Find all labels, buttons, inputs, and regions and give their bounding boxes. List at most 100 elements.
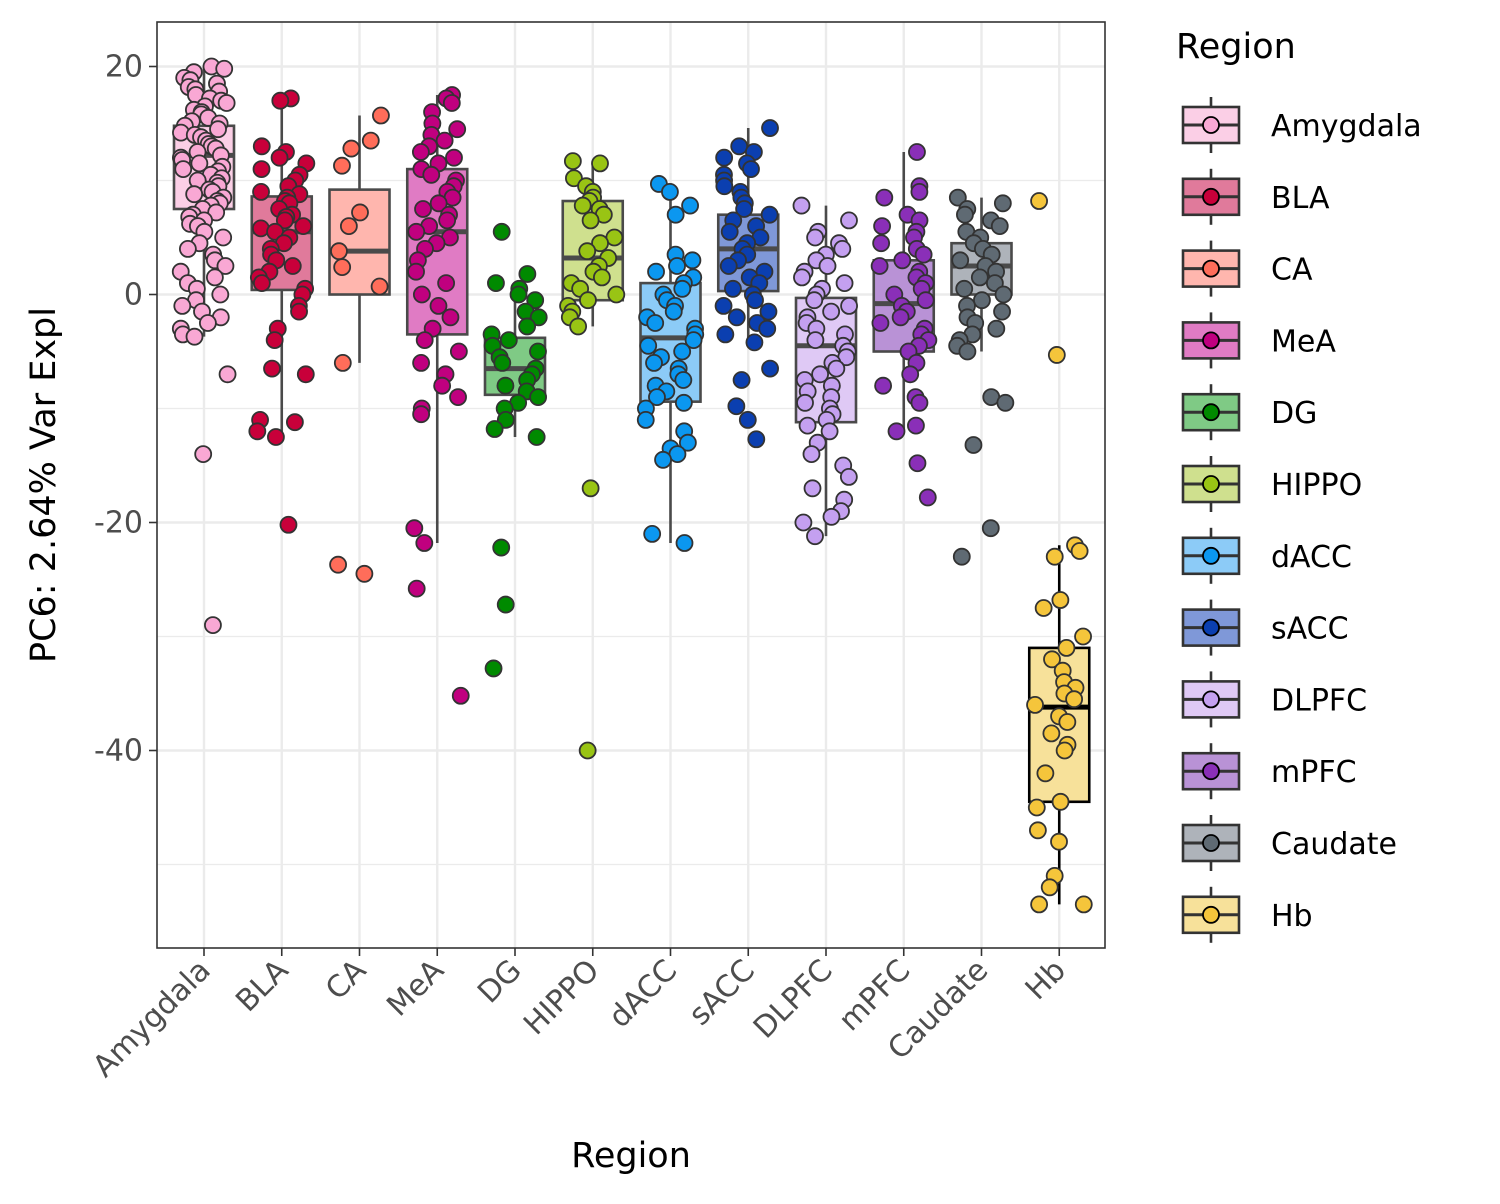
- legend-item-caudate: Caudate: [1181, 815, 1397, 871]
- data-point: [993, 194, 1012, 213]
- data-point: [811, 365, 829, 384]
- y-axis-title: PC6: 2.64% Var Expl: [24, 307, 64, 663]
- legend-key-point: [1202, 403, 1220, 422]
- data-point: [792, 196, 811, 215]
- data-point: [252, 274, 271, 293]
- data-point: [573, 196, 592, 215]
- data-point: [956, 205, 974, 224]
- legend-label: Caudate: [1271, 827, 1397, 862]
- legend-label: BLA: [1271, 181, 1330, 216]
- data-point: [822, 507, 841, 526]
- data-point: [675, 534, 694, 552]
- data-point: [279, 515, 298, 534]
- data-point: [802, 445, 821, 464]
- data-point: [492, 538, 511, 557]
- legend-key-point: [1202, 116, 1220, 134]
- data-point: [674, 371, 693, 389]
- legend-item-hb: Hb: [1181, 886, 1313, 943]
- data-point: [415, 331, 434, 350]
- x-tick-label: dACC: [602, 953, 684, 1035]
- data-point: [429, 194, 448, 213]
- data-point: [433, 376, 452, 395]
- x-tick-label: CA: [319, 953, 373, 1007]
- data-point: [993, 302, 1011, 321]
- data-point: [271, 91, 290, 110]
- data-point: [194, 445, 213, 464]
- data-point: [216, 257, 235, 275]
- data-point: [955, 279, 974, 298]
- data-point: [907, 416, 925, 435]
- data-point: [987, 319, 1006, 338]
- data-point: [1040, 878, 1059, 897]
- data-point: [732, 371, 751, 389]
- legend-item-dg: DG: [1181, 384, 1317, 441]
- data-point: [875, 188, 894, 207]
- data-point: [822, 302, 841, 321]
- data-point: [218, 365, 237, 384]
- legend-key-point: [1202, 762, 1220, 781]
- data-point: [411, 143, 430, 161]
- data-point: [803, 479, 822, 498]
- data-point: [1034, 599, 1053, 617]
- data-point: [265, 331, 284, 350]
- legend-title: Region: [1176, 27, 1296, 67]
- plot-panel-border: [156, 21, 1106, 949]
- data-point: [891, 308, 910, 327]
- data-point: [415, 534, 434, 552]
- data-point: [581, 211, 600, 230]
- data-point: [916, 291, 935, 310]
- data-point: [329, 555, 347, 574]
- data-point: [806, 331, 825, 350]
- data-point: [970, 268, 989, 287]
- data-point: [565, 169, 583, 188]
- data-point: [361, 131, 380, 150]
- data-point: [870, 257, 889, 275]
- data-point: [493, 353, 512, 372]
- data-point: [342, 139, 361, 158]
- data-point: [798, 416, 817, 435]
- data-point: [647, 262, 665, 281]
- legend-label: MeA: [1271, 324, 1336, 359]
- data-point: [874, 376, 893, 395]
- data-point: [248, 422, 267, 441]
- data-point: [681, 196, 699, 215]
- data-point: [569, 317, 588, 336]
- data-point: [252, 160, 271, 179]
- data-point: [333, 258, 352, 277]
- data-point: [873, 217, 891, 236]
- y-tick-label: 20: [105, 50, 143, 85]
- data-point: [1050, 832, 1068, 851]
- data-point: [1051, 792, 1070, 811]
- data-point: [270, 148, 289, 167]
- data-point: [252, 182, 270, 201]
- data-point: [485, 420, 504, 438]
- data-point: [893, 251, 912, 270]
- data-point: [835, 274, 854, 293]
- data-point: [422, 165, 441, 184]
- legend-label: sACC: [1271, 612, 1349, 647]
- data-point: [761, 119, 779, 137]
- data-point: [738, 410, 757, 429]
- data-point: [793, 268, 811, 287]
- data-point: [887, 422, 906, 441]
- data-point: [994, 285, 1013, 304]
- data-point: [372, 106, 390, 125]
- data-point: [296, 365, 315, 384]
- data-point: [871, 314, 890, 332]
- data-point: [496, 595, 515, 614]
- data-point: [914, 245, 933, 264]
- legend-label: mPFC: [1271, 755, 1357, 790]
- data-point: [578, 242, 597, 261]
- x-tick-label: MeA: [380, 953, 451, 1024]
- x-tick-label: BLA: [229, 953, 295, 1019]
- data-point: [952, 547, 971, 566]
- legend-item-sacc: sACC: [1181, 599, 1349, 656]
- data-point: [1058, 713, 1077, 731]
- legend-key-point: [1202, 618, 1220, 637]
- legend-item-dlpfc: DLPFC: [1181, 671, 1367, 728]
- legend-label: CA: [1271, 253, 1313, 288]
- data-point: [285, 413, 304, 432]
- data-point: [333, 156, 351, 175]
- data-point: [654, 450, 672, 469]
